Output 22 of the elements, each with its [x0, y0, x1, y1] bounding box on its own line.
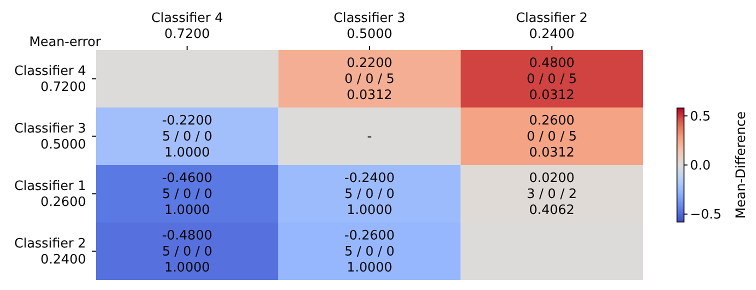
data-label: 0.2200 0 / 0 / 5 0.0312 — [344, 55, 395, 102]
color-bar-label: 0.5 — [690, 109, 711, 124]
data-label: -0.2200 5 / 0 / 0 1.0000 — [162, 112, 212, 160]
color-bar-label: 0.0 — [690, 158, 711, 174]
data-label: 0.4800 0 / 0 / 5 0.0312 — [526, 55, 577, 102]
data-label: 0.2600 0 / 0 / 5 0.0312 — [526, 112, 577, 160]
y-axis-title: Mean-error — [29, 35, 102, 50]
data-label: -0.4800 5 / 0 / 0 1.0000 — [162, 228, 212, 275]
y-tick-label: Classifier 3 0.5000 — [14, 121, 86, 152]
y-tick-label: Classifier 1 0.2600 — [14, 178, 86, 210]
data-label: -0.2400 5 / 0 / 0 1.0000 — [344, 170, 395, 218]
y-tick-label: Classifier 2 0.2400 — [14, 236, 86, 268]
y-tick-label: Classifier 4 0.7200 — [14, 64, 86, 95]
data-label: -0.2600 5 / 0 / 0 1.0000 — [344, 228, 395, 275]
data-label: -0.4600 5 / 0 / 0 1.0000 — [162, 170, 212, 218]
text: - — [367, 128, 372, 144]
color-bar-title: Mean-Difference — [734, 111, 749, 219]
x-tick-label: Classifier 3 0.5000 — [334, 11, 406, 42]
x-tick-label: Classifier 4 0.7200 — [151, 11, 224, 42]
x-tick-label: Classifier 2 0.2400 — [516, 11, 588, 42]
data-label: 0.0200 3 / 0 / 2 0.4062 — [526, 170, 577, 218]
color-bar-label: −0.5 — [690, 208, 722, 223]
